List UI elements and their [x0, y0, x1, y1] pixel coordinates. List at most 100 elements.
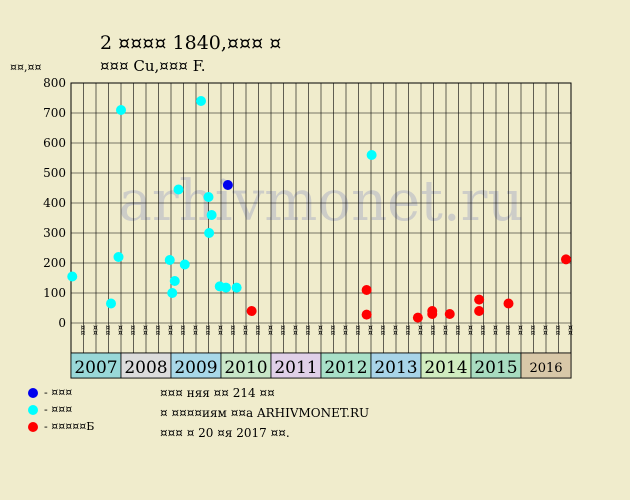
- data-point: [204, 228, 215, 238]
- x-month-label: ¤¤: [78, 325, 87, 335]
- chart-title: 2 ¤¤¤¤ 1840,¤¤¤ ¤: [100, 32, 282, 54]
- x-month-label: ¤¤: [353, 325, 362, 335]
- x-month-label: ¤¤: [466, 325, 475, 335]
- x-month-label: ¤¤: [541, 325, 550, 335]
- y-tick-label: 300: [43, 226, 66, 240]
- year-band: [420, 352, 472, 379]
- x-month-label: ¤¤: [566, 325, 575, 335]
- x-month-label: ¤¤: [453, 325, 462, 335]
- x-month-label: ¤¤: [278, 325, 287, 335]
- x-month-label: ¤¤: [128, 325, 137, 335]
- y-tick-label: 100: [43, 286, 66, 300]
- data-point: [561, 254, 571, 265]
- legend-marker-red: [28, 421, 38, 432]
- x-month-label: ¤¤: [516, 325, 525, 335]
- x-month-label: ¤¤: [166, 325, 175, 335]
- x-month-label: ¤¤: [241, 325, 250, 335]
- info-block: ¤¤¤ няя ¤¤ 214 ¤¤ ¤ ¤¤¤¤иям ¤¤а ARHIVMON…: [160, 383, 369, 443]
- data-point: [366, 150, 377, 160]
- year-label: 2007: [74, 358, 117, 378]
- data-points: [67, 96, 571, 323]
- data-point: [203, 192, 214, 202]
- x-month-label: ¤¤: [428, 325, 437, 335]
- data-point: [106, 298, 116, 309]
- data-point: [116, 105, 126, 115]
- x-month-label: ¤¤: [416, 325, 425, 335]
- legend-label: - ¤¤¤¤¤Б: [44, 420, 95, 433]
- info-date: ¤¤¤ ¤ 20 ¤я 2017 ¤¤.: [160, 426, 290, 440]
- x-axis-month-cells: ¤¤ ¤¤ ¤¤ ¤¤ ¤¤ ¤¤ ¤¤ ¤¤ ¤¤ ¤¤ ¤¤ ¤¤ ¤¤ ¤¤ ¤¤ ¤¤ ¤¤ ¤¤ ¤¤ ¤¤…: [78, 325, 575, 335]
- x-month-label: ¤¤: [191, 325, 200, 335]
- data-point: [67, 271, 78, 282]
- x-month-label: ¤¤: [478, 325, 487, 335]
- x-month-label: ¤¤: [341, 325, 350, 335]
- data-point: [113, 252, 124, 262]
- x-month-label: ¤¤: [203, 325, 212, 335]
- x-month-label: ¤¤: [141, 325, 150, 335]
- x-month-label: ¤¤: [328, 325, 337, 335]
- year-band: [320, 352, 372, 379]
- info-average: ¤¤¤ няя ¤¤ 214 ¤¤: [160, 386, 275, 400]
- year-label: 2016: [529, 361, 562, 376]
- y-tick-label: 0: [58, 316, 66, 330]
- x-month-label: ¤¤: [528, 325, 537, 335]
- year-band: [370, 352, 422, 379]
- legend: - ¤¤¤ - ¤¤¤ - ¤¤¤¤¤Б: [28, 384, 94, 435]
- x-month-label: ¤¤: [441, 325, 450, 335]
- x-month-label: ¤¤: [491, 325, 500, 335]
- data-point: [503, 298, 514, 309]
- legend-marker-blue: [28, 387, 38, 398]
- y-tick-label: 200: [43, 256, 66, 270]
- year-band: [520, 352, 572, 379]
- x-month-label: ¤¤: [228, 325, 237, 335]
- legend-item: - ¤¤¤¤¤Б: [28, 418, 94, 435]
- data-point: [222, 180, 233, 190]
- data-point: [246, 306, 257, 316]
- x-month-label: ¤¤: [391, 325, 400, 335]
- x-month-label: ¤¤: [403, 325, 412, 335]
- data-point: [412, 312, 423, 323]
- y-tick-label: 600: [43, 136, 66, 150]
- x-month-label: ¤¤: [291, 325, 300, 335]
- legend-label: - ¤¤¤: [44, 403, 73, 416]
- year-label: 2012: [324, 358, 367, 378]
- chart-subtitle: ¤¤¤ Cu,¤¤¤ F.: [100, 57, 206, 75]
- legend-item: - ¤¤¤: [28, 384, 94, 401]
- data-point: [361, 309, 372, 320]
- data-point: [427, 309, 438, 319]
- year-band: [120, 352, 172, 379]
- year-band: [170, 352, 222, 379]
- x-month-label: ¤¤: [216, 325, 225, 335]
- year-label: 2011: [274, 358, 317, 378]
- year-label: 2013: [374, 358, 417, 378]
- x-month-label: ¤¤: [266, 325, 275, 335]
- x-axis-year-bands: 2007 2008 2009 2010 2011 2012 2013 2014 2015 2016: [70, 352, 572, 379]
- data-point: [206, 210, 217, 220]
- year-label: 2014: [424, 358, 467, 378]
- year-label: 2010: [224, 358, 267, 378]
- data-point: [167, 288, 178, 298]
- data-point: [444, 309, 455, 319]
- data-point: [474, 306, 485, 316]
- year-band: [70, 352, 122, 379]
- x-month-label: ¤¤: [116, 325, 125, 335]
- data-point: [173, 184, 184, 195]
- legend-label: - ¤¤¤: [44, 386, 73, 399]
- y-tick-label: 800: [43, 76, 66, 90]
- x-month-label: ¤¤: [103, 325, 112, 335]
- x-month-label: ¤¤: [303, 325, 312, 335]
- x-month-label: ¤¤: [316, 325, 325, 335]
- y-tick-label: 700: [43, 106, 66, 120]
- x-month-label: ¤¤: [153, 325, 162, 335]
- x-month-label: ¤¤: [378, 325, 387, 335]
- data-point: [179, 259, 190, 270]
- data-point: [196, 96, 206, 106]
- data-point: [169, 276, 180, 286]
- data-point: [474, 294, 485, 305]
- legend-item: - ¤¤¤: [28, 401, 94, 418]
- data-point: [221, 282, 231, 293]
- year-label: 2009: [174, 358, 217, 378]
- x-month-label: ¤¤: [366, 325, 375, 335]
- x-month-label: ¤¤: [553, 325, 562, 335]
